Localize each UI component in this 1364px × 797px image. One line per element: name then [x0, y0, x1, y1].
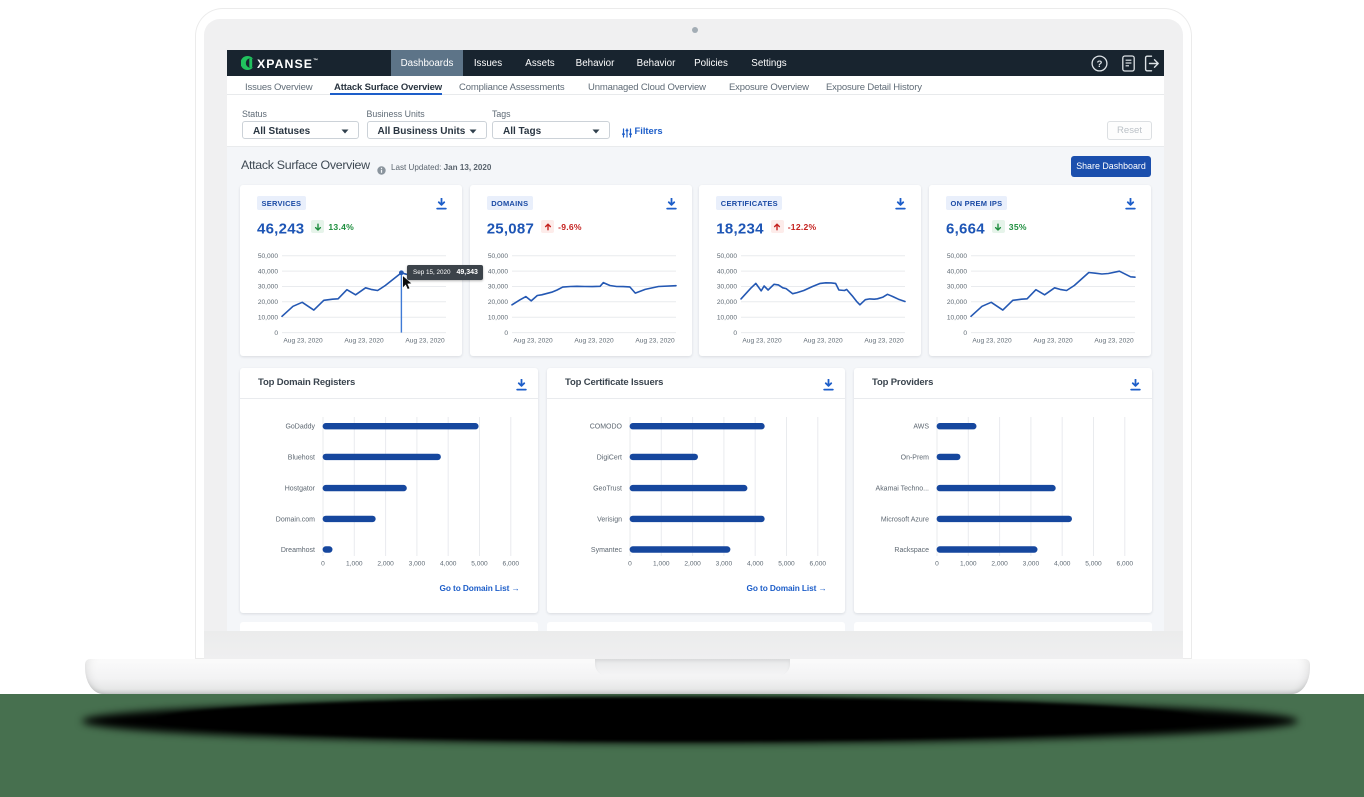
- svg-text:On-Prem: On-Prem: [901, 454, 930, 461]
- svg-text:0: 0: [963, 330, 967, 337]
- svg-text:2,000: 2,000: [991, 560, 1008, 567]
- svg-text:Aug 23, 2020: Aug 23, 2020: [574, 338, 614, 345]
- svg-text:3,000: 3,000: [716, 560, 733, 567]
- svg-text:Aug 23, 2020: Aug 23, 2020: [743, 338, 783, 345]
- svg-text:20,000: 20,000: [947, 299, 968, 306]
- svg-text:6,000: 6,000: [810, 560, 827, 567]
- svg-text:30,000: 30,000: [488, 284, 509, 291]
- svg-text:GoDaddy: GoDaddy: [285, 424, 315, 431]
- svg-text:40,000: 40,000: [947, 268, 968, 275]
- svg-text:Aug 23, 2020: Aug 23, 2020: [1094, 338, 1134, 345]
- svg-text:Microsoft Azure: Microsoft Azure: [881, 516, 929, 523]
- svg-text:COMODO: COMODO: [590, 424, 623, 431]
- svg-text:GeoTrust: GeoTrust: [593, 486, 622, 493]
- svg-text:50,000: 50,000: [258, 253, 279, 260]
- svg-text:20,000: 20,000: [258, 299, 279, 306]
- svg-text:50,000: 50,000: [488, 253, 509, 260]
- svg-text:20,000: 20,000: [717, 299, 738, 306]
- svg-text:30,000: 30,000: [717, 284, 738, 291]
- svg-text:6,000: 6,000: [503, 560, 520, 567]
- svg-text:4,000: 4,000: [747, 560, 764, 567]
- svg-text:20,000: 20,000: [488, 299, 509, 306]
- svg-text:Rackspace: Rackspace: [894, 547, 929, 554]
- svg-text:Akamai Techno...: Akamai Techno...: [876, 486, 930, 493]
- svg-text:4,000: 4,000: [1054, 560, 1071, 567]
- svg-text:1,000: 1,000: [653, 560, 670, 567]
- svg-text:Hostgator: Hostgator: [285, 486, 316, 493]
- svg-text:10,000: 10,000: [947, 314, 968, 321]
- svg-text:1,000: 1,000: [960, 560, 977, 567]
- svg-text:3,000: 3,000: [1023, 560, 1040, 567]
- svg-text:Aug 23, 2020: Aug 23, 2020: [635, 338, 675, 345]
- svg-text:40,000: 40,000: [488, 268, 509, 275]
- svg-text:Dreamhost: Dreamhost: [281, 547, 315, 554]
- svg-text:Aug 23, 2020: Aug 23, 2020: [1033, 338, 1073, 345]
- svg-text:1,000: 1,000: [346, 560, 363, 567]
- svg-text:40,000: 40,000: [717, 268, 738, 275]
- svg-text:10,000: 10,000: [717, 314, 738, 321]
- svg-text:10,000: 10,000: [258, 314, 279, 321]
- svg-text:3,000: 3,000: [409, 560, 426, 567]
- svg-text:Domain.com: Domain.com: [276, 516, 315, 523]
- svg-text:0: 0: [321, 560, 325, 567]
- svg-text:0: 0: [504, 330, 508, 337]
- svg-text:Aug 23, 2020: Aug 23, 2020: [513, 338, 553, 345]
- svg-text:?: ?: [1097, 59, 1103, 70]
- svg-text:5,000: 5,000: [778, 560, 795, 567]
- svg-text:5,000: 5,000: [1085, 560, 1102, 567]
- svg-text:Aug 23, 2020: Aug 23, 2020: [344, 338, 384, 345]
- svg-text:DigiCert: DigiCert: [597, 454, 622, 461]
- svg-text:40,000: 40,000: [258, 268, 279, 275]
- svg-text:Aug 23, 2020: Aug 23, 2020: [283, 338, 323, 345]
- svg-text:50,000: 50,000: [947, 253, 968, 260]
- svg-text:0: 0: [628, 560, 632, 567]
- svg-text:10,000: 10,000: [488, 314, 509, 321]
- svg-text:30,000: 30,000: [258, 284, 279, 291]
- svg-text:2,000: 2,000: [684, 560, 701, 567]
- svg-text:Verisign: Verisign: [597, 516, 622, 523]
- svg-text:0: 0: [274, 330, 278, 337]
- svg-text:Aug 23, 2020: Aug 23, 2020: [865, 338, 905, 345]
- svg-text:4,000: 4,000: [440, 560, 457, 567]
- svg-text:5,000: 5,000: [471, 560, 488, 567]
- svg-text:Symantec: Symantec: [591, 547, 623, 554]
- svg-text:30,000: 30,000: [947, 284, 968, 291]
- svg-text:0: 0: [734, 330, 738, 337]
- svg-text:Aug 23, 2020: Aug 23, 2020: [804, 338, 844, 345]
- svg-text:Aug 23, 2020: Aug 23, 2020: [972, 338, 1012, 345]
- svg-text:50,000: 50,000: [717, 253, 738, 260]
- svg-text:6,000: 6,000: [1117, 560, 1134, 567]
- svg-text:Bluehost: Bluehost: [288, 454, 315, 461]
- svg-text:0: 0: [935, 560, 939, 567]
- svg-text:Aug 23, 2020: Aug 23, 2020: [405, 338, 445, 345]
- svg-text:2,000: 2,000: [377, 560, 394, 567]
- svg-text:AWS: AWS: [913, 424, 929, 431]
